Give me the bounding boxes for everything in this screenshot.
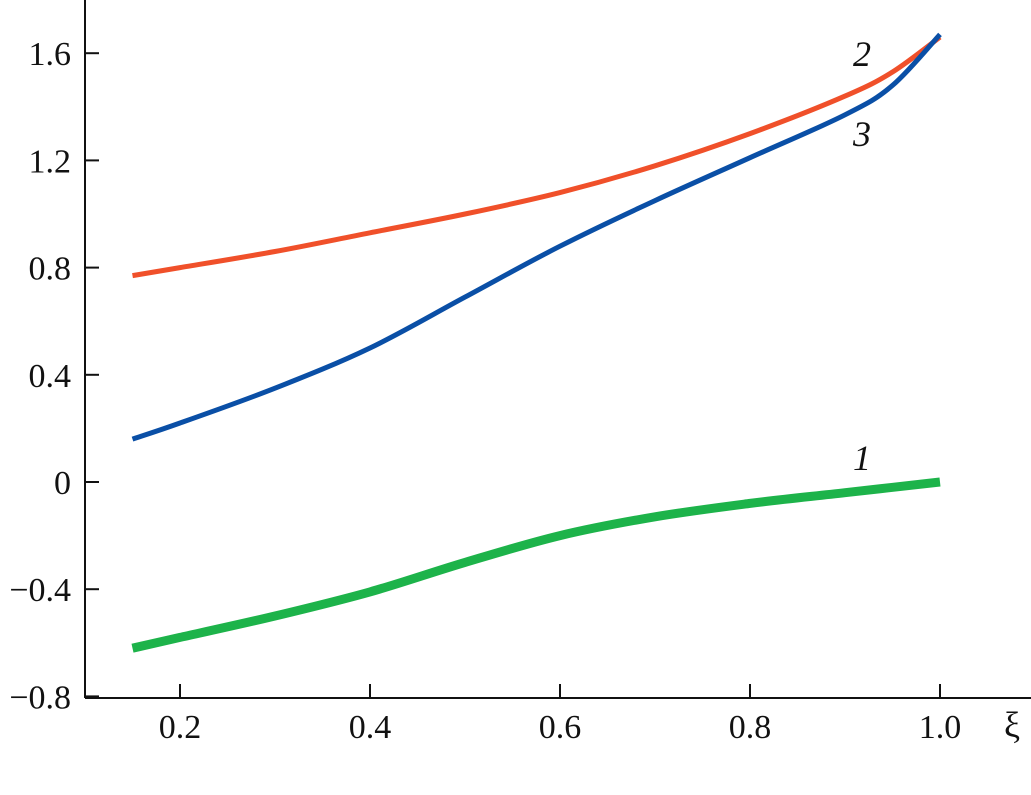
x-tick-label: 1.0 — [919, 709, 962, 746]
y-tick-label: 1.2 — [29, 143, 72, 180]
y-tick-label: 0.8 — [29, 251, 72, 288]
y-tick-label: −0.4 — [9, 572, 71, 609]
series-line-1 — [131, 477, 941, 653]
y-tick-label: 0.4 — [29, 358, 72, 395]
x-tick-label: 0.8 — [729, 709, 772, 746]
x-axis-title: ξ — [1004, 705, 1020, 745]
axes — [84, 0, 1031, 699]
series-line-3 — [131, 32, 942, 442]
series-line-2 — [132, 35, 942, 279]
series-label-1: 1 — [853, 438, 871, 478]
series-label-2: 2 — [853, 34, 871, 74]
y-tick-label: 0 — [54, 465, 71, 502]
series-label-3: 3 — [852, 114, 871, 154]
series-layer: 1 2 3 — [131, 32, 942, 653]
x-tick-label: 0.6 — [539, 709, 582, 746]
y-tick-label: 1.6 — [29, 36, 72, 73]
y-tick-label: −0.8 — [9, 679, 71, 716]
x-tick-label: 0.4 — [349, 709, 392, 746]
ticks: 0.2 0.4 0.6 0.8 1.0 −0.8 −0.4 0 0.4 0.8 1.2 1.6 — [9, 36, 961, 746]
x-tick-label: 0.2 — [159, 709, 202, 746]
